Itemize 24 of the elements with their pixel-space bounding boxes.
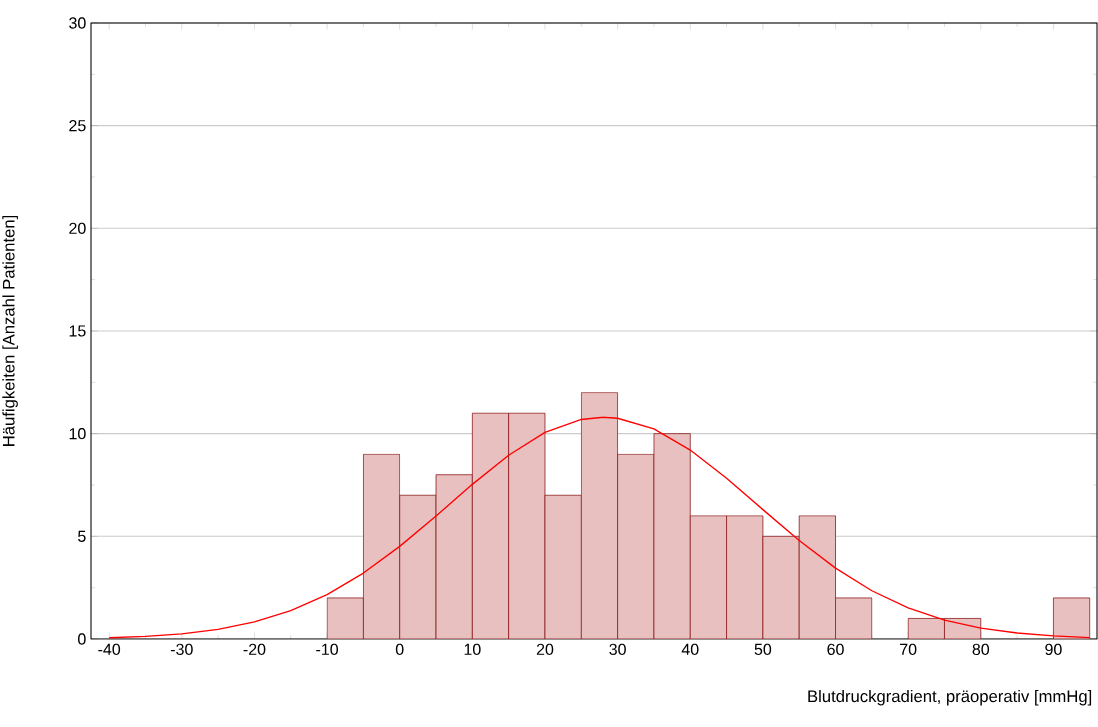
x-tick-label: 30: [609, 643, 626, 656]
x-tick-label: 0: [395, 643, 404, 656]
x-tick-label: 60: [827, 643, 844, 656]
x-tick-label: -40: [98, 643, 121, 656]
x-tick-label: -20: [243, 643, 266, 656]
x-tick-label: 20: [536, 643, 554, 656]
x-tick-label: 70: [900, 643, 917, 656]
y-tick-label: 5: [78, 530, 86, 542]
y-tick-label: 0: [78, 633, 86, 645]
y-tick-label: 25: [69, 120, 86, 132]
x-tick-label: -30: [170, 643, 193, 656]
x-axis-title: Blutdruckgradient, präoperativ [mmHg]: [808, 689, 1092, 706]
x-tick-label: -10: [316, 643, 339, 656]
y-tick-label: 30: [69, 17, 86, 29]
x-tick-label: 40: [681, 643, 699, 656]
y-tick-label: 20: [69, 222, 86, 234]
y-axis-title: Häufigkeiten [Anzahl Patienten]: [2, 215, 18, 446]
x-tick-label: 80: [972, 643, 990, 656]
line-series: [108, 416, 1091, 639]
y-tick-label: 10: [69, 428, 86, 440]
x-tick-label: 90: [1045, 643, 1062, 656]
y-tick-label: 15: [69, 325, 86, 337]
x-tick-label: 10: [464, 643, 481, 656]
x-tick-label: 50: [754, 643, 772, 656]
